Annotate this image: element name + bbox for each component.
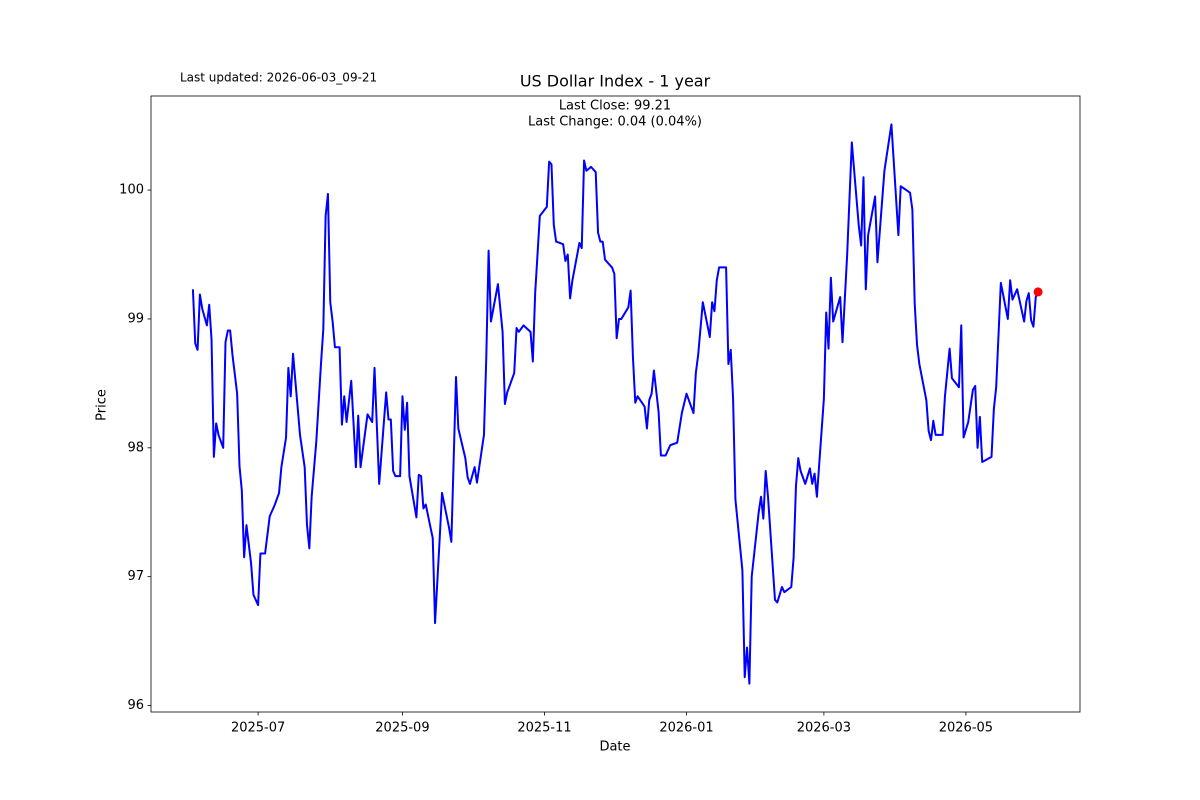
y-axis-label: Price <box>95 389 110 421</box>
annotation: Last Change: 0.04 (0.04%) <box>528 115 702 130</box>
last-point <box>1033 287 1043 297</box>
price-line <box>191 123 1040 685</box>
chart-title: US Dollar Index - 1 year <box>520 72 711 91</box>
y-tick-label: 97 <box>127 569 144 584</box>
x-tick-label: 2025-11 <box>517 721 571 736</box>
last-updated: Last updated: 2026-06-03_09-21 <box>180 71 377 85</box>
x-tick-label: 2025-07 <box>231 721 285 736</box>
x-tick-label: 2026-03 <box>797 721 851 736</box>
y-tick-label: 99 <box>127 311 144 326</box>
plot-frame <box>150 95 1081 713</box>
y-tick-label: 96 <box>127 698 144 713</box>
x-tick-label: 2026-05 <box>939 721 993 736</box>
x-tick-label: 2026-01 <box>659 721 713 736</box>
annotation: Last Close: 99.21 <box>559 99 671 114</box>
y-tick-label: 98 <box>127 440 144 455</box>
x-tick-label: 2025-09 <box>375 721 429 736</box>
x-axis-label: Date <box>599 740 630 755</box>
y-tick-label: 100 <box>119 183 144 198</box>
